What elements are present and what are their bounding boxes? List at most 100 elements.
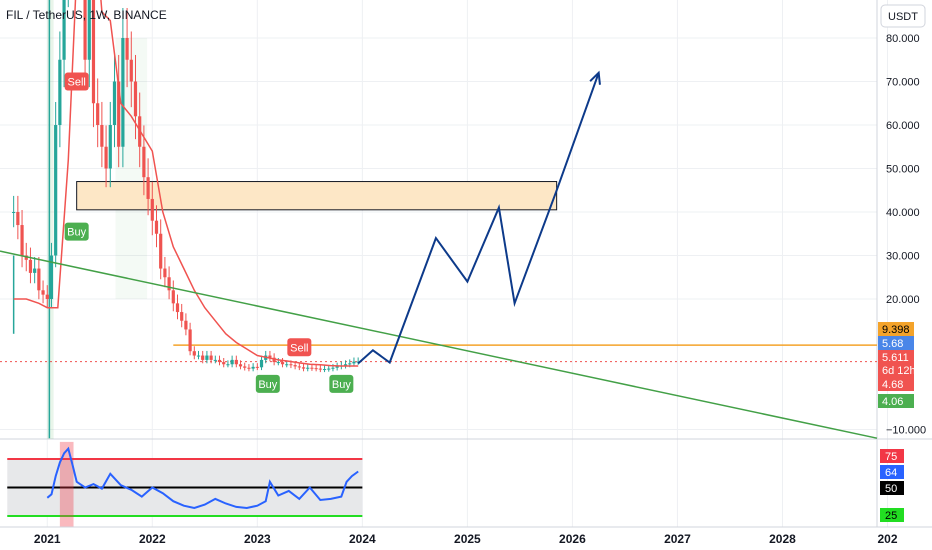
candle-body (230, 359, 234, 365)
candle-body (150, 198, 154, 221)
candle-body (154, 220, 159, 234)
price-badge-bg (878, 336, 914, 350)
candle-body (306, 367, 310, 369)
candle-body (251, 366, 255, 369)
osc-line (46, 446, 359, 510)
candle-body (41, 290, 45, 295)
signal-text: Buy (67, 227, 86, 239)
candle-body (259, 359, 264, 368)
signal-labels[interactable]: Sell Buy Sell Buy Buy (64, 72, 354, 393)
price-badge: 9.398 (878, 322, 914, 336)
candle-body (285, 364, 289, 366)
time-axis[interactable]: 2021 2022 2023 2024 2025 2026 2027 2028 202 (0, 526, 932, 546)
candle-body (343, 364, 348, 366)
candle-body (104, 146, 108, 169)
signal-bubble (255, 374, 280, 393)
price-badge-text: 5.611 (882, 352, 909, 364)
price-tick-label: 40.000 (886, 207, 920, 219)
candle-body (117, 81, 121, 147)
osc-badge-text: 75 (885, 451, 897, 463)
price-badge: 4.06 (878, 394, 914, 408)
signal-sell-label[interactable]: Sell (64, 72, 89, 91)
candle-body (83, 0, 87, 60)
candle-body (175, 303, 180, 313)
signal-bubble (329, 374, 354, 393)
osc-badge: 25 (880, 508, 904, 522)
candle-body (226, 364, 230, 366)
candle-body (222, 362, 226, 365)
candle-body (24, 255, 28, 260)
candle-body (335, 366, 339, 368)
signal-bubble (64, 222, 89, 241)
signal-text: Sell (67, 77, 85, 89)
currency-button[interactable]: USDT (880, 4, 926, 28)
candle-body (205, 355, 209, 360)
price-tick-label: 80.000 (886, 33, 920, 45)
price-badge-bg (878, 322, 914, 336)
osc-overbought-band (59, 441, 74, 528)
candle-body (33, 268, 37, 273)
candle-body (37, 268, 41, 291)
price-tick-label: 20.000 (886, 294, 920, 306)
candle-body (184, 320, 188, 330)
osc-badge: 50 (880, 481, 904, 495)
signal-bubble (287, 338, 312, 357)
signal-buy-label[interactable]: Buy (64, 222, 89, 241)
candle-body (301, 367, 306, 369)
candle-body (142, 146, 146, 178)
candle-body (87, 0, 91, 60)
price-badge-bg (878, 377, 914, 391)
candle-body (209, 355, 213, 360)
trailing-stop-line (13, 0, 359, 367)
candle-body (213, 359, 217, 361)
signal-buy-label[interactable]: Buy (329, 374, 354, 393)
trend-projection (0, 70, 878, 439)
signal-sell-label[interactable]: Sell (287, 338, 312, 357)
time-tick-label: 2021 (34, 532, 61, 546)
candle-body (217, 359, 222, 363)
candle-body (243, 366, 247, 368)
candle-body (62, 0, 66, 60)
time-tick-label: 2027 (664, 532, 691, 546)
candle-body (268, 355, 272, 358)
currency-box (880, 4, 926, 28)
grid-lines (0, 0, 932, 527)
candle-body (322, 369, 327, 371)
signal-buy-label[interactable]: Buy (255, 374, 280, 393)
candle-body (58, 59, 62, 125)
candle-body (247, 367, 251, 369)
signal-text: Buy (258, 379, 277, 391)
time-tick-label: 2025 (454, 532, 481, 546)
candle-body (272, 357, 276, 363)
candle-body (125, 38, 129, 60)
candle-body (280, 362, 285, 365)
projection-arrow-head (589, 70, 601, 85)
chart-title: FIL / TetherUS, 1W, BINANCE (6, 8, 167, 22)
price-tick-label: 50.000 (886, 164, 920, 176)
candle-body (192, 351, 196, 356)
candle-body (112, 81, 117, 125)
trend-line (0, 250, 878, 439)
candle-body (108, 125, 112, 169)
price-badge-text: 6d 12h (882, 365, 916, 377)
price-badge-text: 5.68 (882, 338, 903, 350)
candle-body (297, 366, 301, 368)
candle-body (167, 277, 171, 291)
candle-body (129, 59, 133, 82)
price-tick-label: 70.000 (886, 77, 920, 89)
price-axis[interactable]: USDT 80.000 70.000 60.000 50.000 40.000 30.000… (878, 4, 926, 522)
price-tick-label: −10.000 (886, 425, 926, 437)
candle-body (348, 363, 352, 365)
time-tick-label: 202 (877, 532, 897, 546)
supply-zone (76, 181, 558, 211)
price-badge: 4.68 (878, 377, 914, 391)
price-badge-bg (878, 350, 914, 364)
time-tick-label: 2026 (559, 532, 586, 546)
osc-badge-bg (880, 508, 904, 522)
osc-badge-text: 50 (885, 483, 897, 495)
zone-and-lines (0, 0, 877, 439)
oscillator-pane (7, 441, 363, 528)
candle-body (289, 364, 293, 366)
signal-bubble (64, 72, 89, 91)
